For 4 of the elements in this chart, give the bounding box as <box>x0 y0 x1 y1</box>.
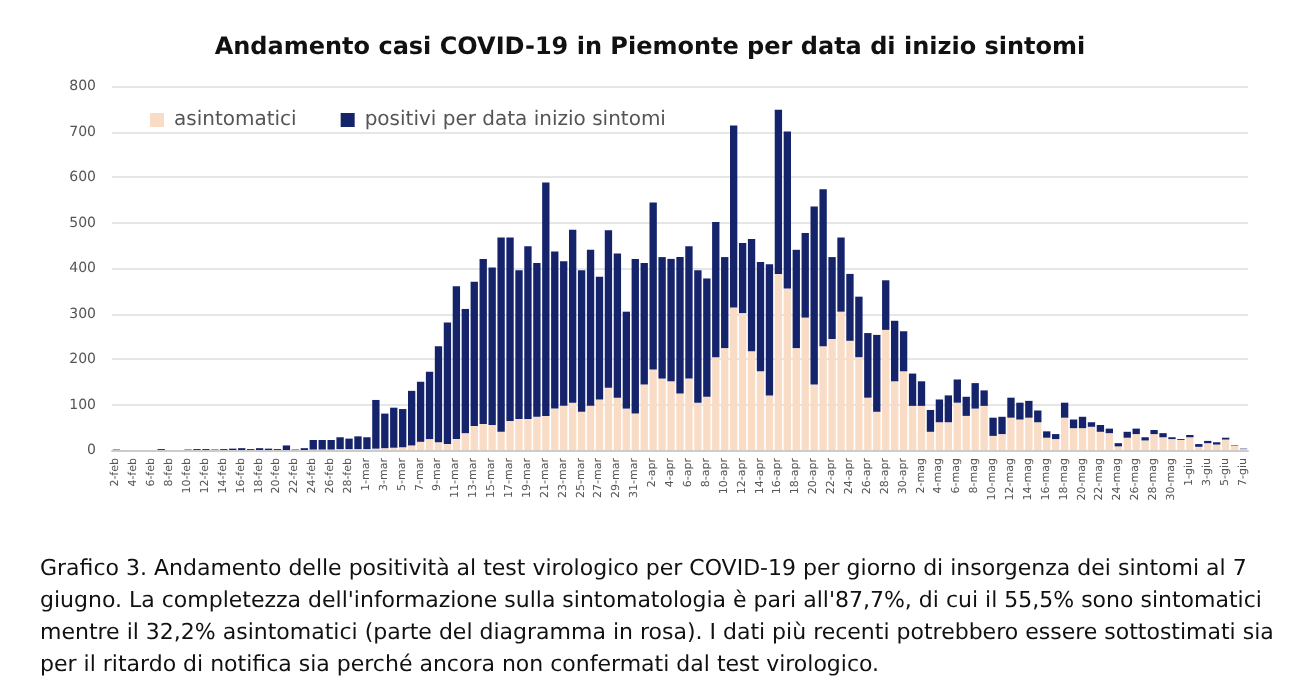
text: Grafico 3. Andamento delle positività al test virologico per COVID-19 per giorno di insorgenza dei sintomi al 7 giugno. La completezza dell'informazione sulla sintomatologia è pari all'87,7%, di cui il 55,5% sono sintomatici mentre il 32,2% asintomatici (parte del diagramma in rosa). I dati più recenti potrebbero essere sottostimati sia per il ritardo di notifica sia perché ancora non confermati dal test virologico. <box>40 555 1281 677</box>
legend-label: asintomatici <box>174 109 297 131</box>
legend-label: positivi per data inizio sintomi <box>364 109 666 131</box>
chart-title: Andamento casi COVID-19 in Piemonte per data di inizio sintomi <box>214 32 1086 60</box>
